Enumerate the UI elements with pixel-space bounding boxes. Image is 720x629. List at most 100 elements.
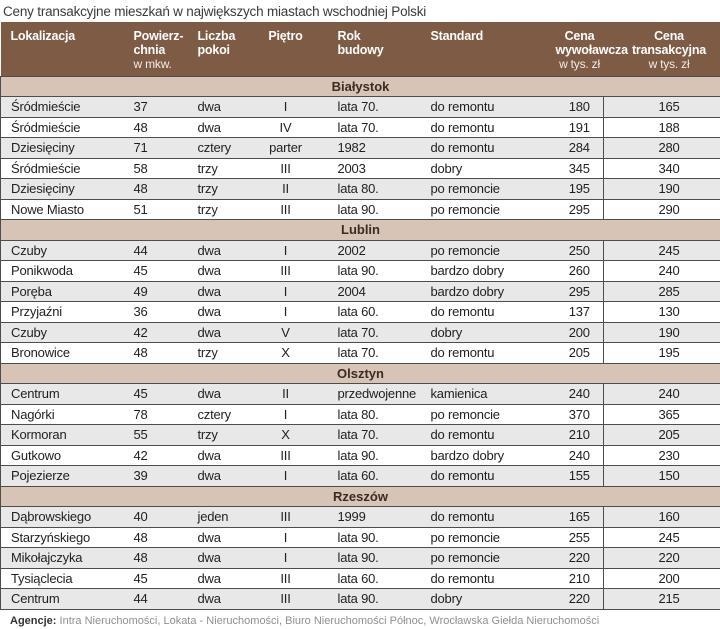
cell-cena-transakcyjna: 280 [603, 137, 720, 158]
cell-cena-transakcyjna: 200 [603, 567, 720, 589]
column-header-pietro: Piętro [255, 22, 326, 76]
cell-rok-budowy: lata 70. [325, 321, 426, 343]
cell-cena-transakcyjna: 365 [603, 403, 720, 425]
cell-powierzchnia: 48 [125, 526, 186, 548]
cell-cena-transakcyjna: 290 [603, 198, 720, 220]
cell-cena-wywolawcza: 260 [530, 260, 604, 281]
column-header-rok-budowy: Rok budowy [325, 22, 426, 76]
cell-powierzchnia: 44 [125, 239, 186, 261]
cell-cena-wywolawcza: 240 [530, 383, 604, 404]
cell-powierzchnia: 48 [125, 342, 186, 363]
cell-powierzchnia: 42 [125, 444, 186, 466]
cell-standard: do remontu [425, 137, 531, 158]
cell-powierzchnia: 55 [125, 424, 186, 445]
section-band: Olsztyn [0, 362, 720, 384]
table-row: Centrum 45 dwa II przedwojenne kamienica 240 24… [0, 383, 720, 404]
cell-pietro: III [255, 588, 326, 609]
cell-liczba-pokoi: trzy [185, 424, 256, 445]
cell-pietro: I [255, 403, 326, 425]
cell-pietro: III [255, 444, 326, 466]
cell-pietro: III [255, 567, 326, 589]
cell-liczba-pokoi: dwa [185, 588, 256, 609]
column-header-liczba-pokoi: Liczba pokoi [185, 22, 256, 76]
cell-cena-transakcyjna: 240 [603, 260, 720, 281]
cell-liczba-pokoi: dwa [185, 526, 256, 548]
cell-standard: kamienica [425, 383, 531, 404]
cell-cena-wywolawcza: 240 [530, 444, 604, 466]
cell-lokalizacja: Bronowice [0, 342, 126, 363]
cell-powierzchnia: 51 [125, 198, 186, 220]
cell-cena-wywolawcza: 370 [530, 403, 604, 425]
cell-standard: do remontu [425, 465, 531, 486]
cell-cena-transakcyjna: 188 [603, 116, 720, 138]
cell-standard: po remoncie [425, 403, 531, 425]
cell-standard: do remontu [425, 424, 531, 445]
cell-cena-wywolawcza: 255 [530, 526, 604, 548]
cell-liczba-pokoi: dwa [185, 260, 256, 281]
cell-cena-wywolawcza: 155 [530, 465, 604, 486]
page-title: Ceny transakcyjne mieszkań w największyc… [3, 4, 427, 19]
cell-rok-budowy: lata 70. [325, 342, 426, 363]
column-header-label: Liczba [197, 29, 236, 43]
cell-rok-budowy: lata 90. [325, 260, 426, 281]
cell-cena-transakcyjna: 245 [603, 526, 720, 548]
cell-lokalizacja: Śródmieście [0, 116, 126, 138]
cell-liczba-pokoi: cztery [185, 137, 256, 158]
cell-cena-wywolawcza: 195 [530, 178, 604, 199]
cell-cena-wywolawcza: 250 [530, 239, 604, 261]
cell-cena-transakcyjna: 285 [603, 280, 720, 302]
column-header-label: budowy [337, 43, 384, 57]
cell-powierzchnia: 36 [125, 301, 186, 322]
cell-cena-wywolawcza: 210 [530, 424, 604, 445]
cell-cena-wywolawcza: 295 [530, 198, 604, 220]
cell-powierzchnia: 45 [125, 260, 186, 281]
cell-pietro: II [255, 178, 326, 199]
cell-lokalizacja: Dąbrowskiego [0, 506, 126, 527]
cell-lokalizacja: Tysiąclecia [0, 567, 126, 589]
cell-powierzchnia: 45 [125, 383, 186, 404]
cell-cena-transakcyjna: 245 [603, 239, 720, 261]
cell-rok-budowy: lata 80. [325, 403, 426, 425]
cell-cena-wywolawcza: 220 [530, 588, 604, 609]
cell-standard: po remoncie [425, 526, 531, 548]
cell-rok-budowy: lata 90. [325, 444, 426, 466]
cell-powierzchnia: 71 [125, 137, 186, 158]
cell-lokalizacja: Nagórki [0, 403, 126, 425]
cell-rok-budowy: lata 80. [325, 178, 426, 199]
table-row: Gutkowo 42 dwa III lata 90. bardzo dobry 240 23… [0, 444, 720, 466]
cell-liczba-pokoi: dwa [185, 383, 256, 404]
source-label: Agencje: [10, 614, 57, 627]
cell-pietro: V [255, 321, 326, 343]
cell-liczba-pokoi: dwa [185, 301, 256, 322]
cell-lokalizacja: Czuby [0, 239, 126, 261]
section-band: Białystok [0, 75, 720, 97]
section-header-city: Lublin [0, 219, 720, 240]
cell-cena-transakcyjna: 195 [603, 342, 720, 363]
cell-cena-transakcyjna: 165 [603, 96, 720, 117]
cell-cena-transakcyjna: 340 [603, 157, 720, 179]
cell-standard: dobry [425, 157, 531, 179]
table-row: Dąbrowskiego 40 jeden III 1999 do remontu 165 1… [0, 506, 720, 527]
cell-standard: dobry [425, 321, 531, 343]
table-row: Śródmieście 48 dwa IV lata 70. do remontu 191 1… [0, 116, 720, 138]
column-header-unit: w mkw. [133, 57, 172, 71]
section-band: Rzeszów [0, 485, 720, 507]
cell-rok-budowy: 2002 [325, 239, 426, 261]
cell-liczba-pokoi: trzy [185, 157, 256, 179]
cell-pietro: II [255, 383, 326, 404]
cell-liczba-pokoi: dwa [185, 567, 256, 589]
section-band: Lublin [0, 219, 720, 240]
cell-rok-budowy: 2004 [325, 280, 426, 302]
column-header-label: Cena [564, 29, 595, 43]
cell-rok-budowy: lata 70. [325, 96, 426, 117]
cell-liczba-pokoi: dwa [185, 547, 256, 568]
cell-lokalizacja: Kormoran [0, 424, 126, 445]
cell-powierzchnia: 39 [125, 465, 186, 486]
cell-pietro: III [255, 260, 326, 281]
cell-liczba-pokoi: dwa [185, 280, 256, 302]
cell-standard: do remontu [425, 96, 531, 117]
